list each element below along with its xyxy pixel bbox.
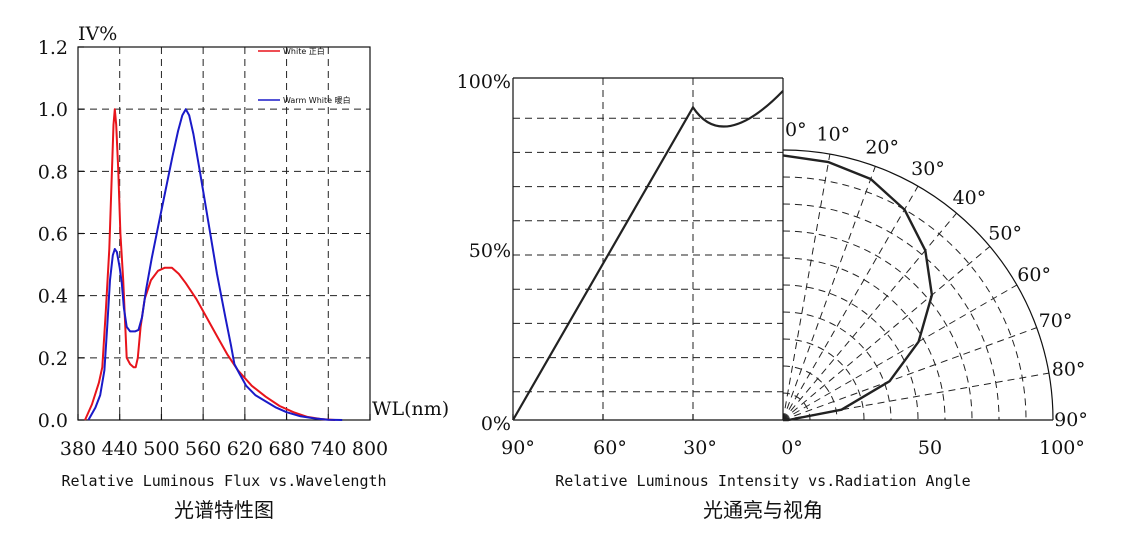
- spectrum-chart: 0.0 0.2 0.4 0.6 0.8 1.0 1.2 380 440 500 560 620 680…: [38, 23, 449, 522]
- radiation-grid-radial: [782, 212, 957, 421]
- legend-label-warm-white: Warm White 暖白: [283, 95, 351, 105]
- radiation-grid-arc: [782, 203, 1000, 421]
- radiation-angle-label: 30°: [911, 158, 945, 180]
- spectrum-x-tick-label: 800: [352, 438, 388, 460]
- spectrum-y-tick-label: 1.0: [38, 99, 68, 121]
- radiation-angle-label: 0°: [785, 119, 807, 141]
- radiation-y-label: 0%: [481, 413, 511, 435]
- radiation-frame-arc: [782, 149, 1054, 421]
- radiation-y-label: 50%: [469, 240, 511, 262]
- spectrum-y-tick-label: 0.2: [38, 348, 68, 370]
- spectrum-y-ticks: 0.0 0.2 0.4 0.6 0.8 1.0 1.2: [38, 37, 84, 432]
- radiation-bottom-label: 0°: [781, 437, 803, 459]
- radiation-angle-label: 70°: [1039, 310, 1073, 332]
- radiation-grid-arc: [782, 230, 973, 421]
- spectrum-x-tick-label: 680: [268, 438, 304, 460]
- spectrum-caption-cn: 光谱特性图: [174, 498, 274, 522]
- radiation-angle-label: 10°: [817, 123, 851, 145]
- radiation-grid-radial: [782, 246, 991, 421]
- spectrum-y-tick-label: 0.8: [38, 161, 68, 183]
- radiation-grid-radial: [782, 372, 1049, 421]
- radiation-grid-radial: [782, 166, 876, 421]
- spectrum-y-tick-label: 0.0: [38, 410, 68, 432]
- radiation-grid-arc: [782, 257, 946, 421]
- radiation-angle-label: 90°: [1054, 409, 1088, 431]
- radiation-grid-radial: [782, 284, 1018, 421]
- radiation-grid: [513, 78, 1049, 421]
- radiation-bottom-label: 50: [918, 437, 942, 459]
- radiation-bottom-label: 30°: [683, 437, 717, 459]
- spectrum-x-tick-label: 560: [185, 438, 221, 460]
- radiation-grid-radial: [782, 185, 919, 421]
- radiation-bottom-label: 60°: [593, 437, 627, 459]
- spectrum-legend: White 正白 Warm White 暖白: [258, 46, 351, 105]
- radiation-caption-en: Relative Luminous Intensity vs.Radiation…: [555, 472, 970, 490]
- spectrum-x-axis-title: WL(nm): [372, 398, 449, 420]
- radiation-grid-arc: [782, 311, 892, 421]
- radiation-grid-arc: [782, 338, 865, 421]
- radiation-y-label: 100%: [457, 71, 511, 93]
- radiation-grid-arc: [782, 284, 919, 421]
- spectrum-series-line-0: [84, 108, 336, 421]
- spectrum-x-tick-label: 500: [143, 438, 179, 460]
- spectrum-y-tick-label: 1.2: [38, 37, 68, 59]
- radiation-intensity-curve: [782, 154, 934, 422]
- radiation-caption-cn: 光通亮与视角: [703, 498, 823, 522]
- spectrum-series-line-1: [87, 108, 343, 421]
- spectrum-y-axis-title: IV%: [78, 23, 117, 45]
- radiation-bottom-label: 90°: [501, 437, 535, 459]
- radiation-angle-label: 40°: [953, 187, 987, 209]
- spectrum-x-tick-label: 380: [60, 438, 96, 460]
- spectrum-x-ticks: 380 440 500 560 620 680 740 800: [60, 414, 388, 460]
- radiation-angle-label: 50°: [988, 223, 1022, 245]
- spectrum-x-tick-label: 440: [102, 438, 138, 460]
- radiation-angle-label: 60°: [1017, 264, 1051, 286]
- radiation-labels: 90° 60° 30° 0° 50 100° 0% 50% 100% 0° 10° 20° 30° 40°…: [457, 71, 1088, 459]
- spectrum-y-tick-label: 0.4: [38, 286, 68, 308]
- radiation-angle-label: 80°: [1052, 359, 1086, 381]
- spectrum-caption-en: Relative Luminous Flux vs.Wavelength: [61, 472, 386, 490]
- spectrum-x-tick-label: 620: [227, 438, 263, 460]
- radiation-grid-radial: [782, 154, 831, 421]
- radiation-grid-radial: [782, 327, 1037, 421]
- spectrum-x-tick-label: 740: [310, 438, 346, 460]
- radiation-left-profile: [512, 90, 784, 421]
- legend-label-white: White 正白: [283, 46, 325, 56]
- radiation-frame: [512, 77, 1054, 421]
- radiation-angle-label: 20°: [865, 136, 899, 158]
- radiation-curves: [512, 90, 934, 422]
- radiation-chart: 90° 60° 30° 0° 50 100° 0% 50% 100% 0° 10° 20° 30° 40°…: [457, 71, 1088, 522]
- radiation-bottom-label: 100°: [1039, 437, 1085, 459]
- spectrum-y-tick-label: 0.6: [38, 224, 68, 246]
- radiation-grid-arc: [782, 176, 1027, 421]
- spectrum-series-group: [84, 108, 343, 421]
